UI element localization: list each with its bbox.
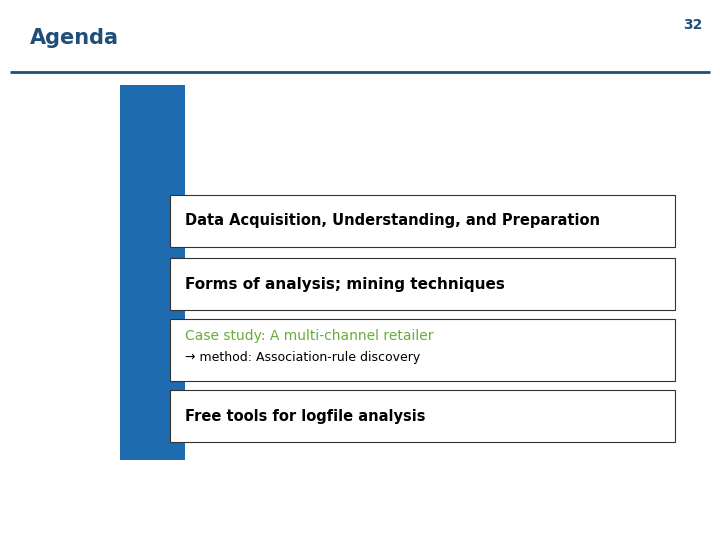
Text: → method: Association-rule discovery: → method: Association-rule discovery [185,352,420,365]
Text: Agenda: Agenda [30,28,119,48]
Text: Forms of analysis; mining techniques: Forms of analysis; mining techniques [185,276,505,292]
Bar [170,319,675,381]
Bar [120,85,185,460]
Bar [170,390,675,442]
Text: Free tools for logfile analysis: Free tools for logfile analysis [185,408,426,423]
Bar [170,258,675,310]
Text: Data Acquisition, Understanding, and Preparation: Data Acquisition, Understanding, and Pre… [185,213,600,228]
Bar [170,195,675,247]
Text: 32: 32 [683,18,702,32]
Text: Case study: A multi-channel retailer: Case study: A multi-channel retailer [185,329,433,343]
